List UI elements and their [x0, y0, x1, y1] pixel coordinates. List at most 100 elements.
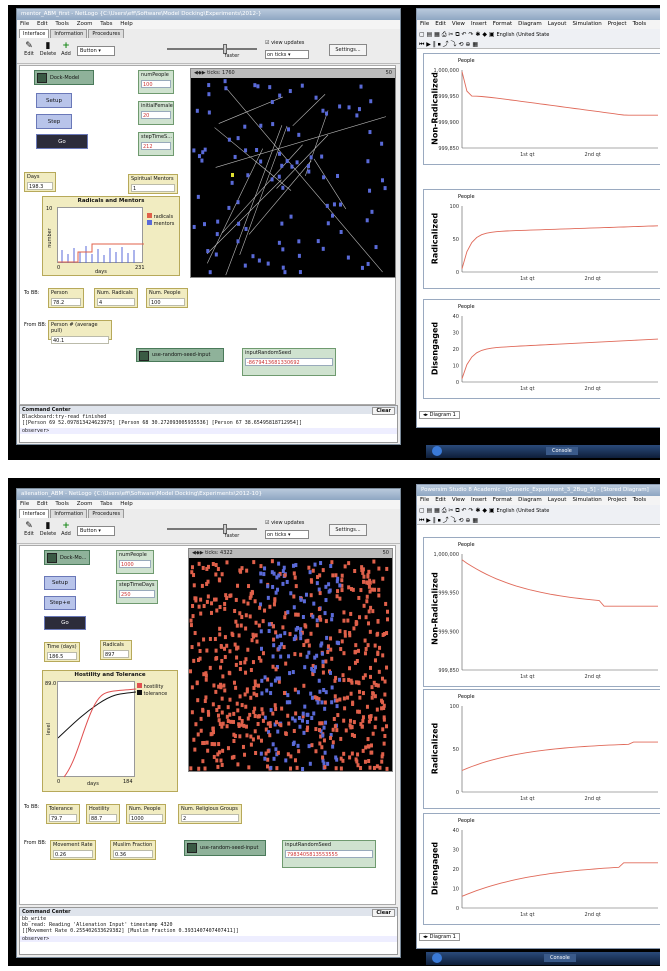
- use-seed-switch[interactable]: use-random-seed-input: [136, 348, 224, 362]
- delete-tool[interactable]: ▮ Delete: [39, 41, 57, 57]
- menu-tabs[interactable]: Tabs: [100, 21, 113, 27]
- dock-model-switch[interactable]: Dock-Mo...: [44, 550, 90, 565]
- world-view[interactable]: ◀◆▶ ticks: 4322 50: [188, 548, 393, 772]
- run-controls[interactable]: ⏮ ▶ ‖ ⏹ ⤴ ⤵ ⟲ ⊕ ▦: [419, 517, 478, 524]
- setup-button[interactable]: Setup: [44, 576, 76, 590]
- widget-type-select[interactable]: Button ▾: [77, 526, 115, 536]
- menu-format[interactable]: Format: [492, 21, 513, 27]
- tab-procedures[interactable]: Procedures: [88, 509, 125, 518]
- step-button[interactable]: Step+e: [44, 596, 76, 610]
- slider-num-people[interactable]: numPeople 100: [138, 70, 174, 94]
- menu-help[interactable]: Help: [120, 501, 133, 507]
- menu-file[interactable]: File: [420, 497, 430, 503]
- menu-file[interactable]: File: [420, 21, 430, 27]
- menu-simulation[interactable]: Simulation: [572, 21, 602, 27]
- agent: [206, 748, 210, 753]
- use-seed-switch[interactable]: use-random-seed-input: [184, 840, 266, 856]
- menu-file[interactable]: File: [20, 501, 30, 507]
- agent: [272, 637, 276, 642]
- input-value[interactable]: -8679413681330692: [245, 358, 333, 366]
- menu-tools[interactable]: Tools: [632, 21, 647, 27]
- tab-interface[interactable]: Interface: [19, 29, 50, 38]
- slider-step-time[interactable]: stepTimeS... 212: [138, 132, 174, 156]
- console-task[interactable]: Console: [546, 447, 578, 455]
- add-tool[interactable]: + Add: [59, 41, 73, 57]
- observer-prompt[interactable]: observer>: [20, 936, 397, 942]
- tab-interface[interactable]: Interface: [19, 509, 50, 518]
- random-seed-input[interactable]: inputRandomSeed -8679413681330692: [242, 348, 336, 376]
- slider-step-time-days[interactable]: stepTimeDays 250: [116, 580, 158, 604]
- console-task[interactable]: Console: [544, 954, 576, 962]
- clear-button[interactable]: Clear: [372, 407, 395, 415]
- menu-tools[interactable]: Tools: [55, 501, 69, 507]
- menu-project[interactable]: Project: [607, 21, 627, 27]
- world-view[interactable]: ◀◆▶ ticks: 1760 50: [190, 68, 396, 278]
- agent: [354, 680, 358, 685]
- menu-edit[interactable]: Edit: [36, 21, 48, 27]
- tab-procedures[interactable]: Procedures: [88, 29, 125, 38]
- speed-slider[interactable]: [167, 524, 257, 534]
- edit-tool[interactable]: ✎ Edit: [21, 521, 37, 537]
- menu-insert[interactable]: Insert: [470, 21, 487, 27]
- observer-prompt[interactable]: observer>: [20, 428, 397, 434]
- toolbar-icons[interactable]: ▢ ▤ ▦ ⎙ ✂ ⧉ ↶ ↷ ✱ ◆ ▣ English (United St…: [419, 31, 550, 38]
- menu-tools[interactable]: Tools: [55, 21, 69, 27]
- dock-model-switch[interactable]: Dock-Model: [34, 70, 94, 85]
- language-select[interactable]: English (United State: [496, 32, 550, 38]
- start-orb-icon[interactable]: [432, 953, 442, 963]
- step-button[interactable]: Step: [36, 114, 72, 129]
- menu-edit[interactable]: Edit: [435, 21, 446, 27]
- agent: [195, 108, 199, 113]
- diagram-tab[interactable]: ◂▸ Diagram 1: [419, 411, 460, 419]
- toolbar-icons[interactable]: ▢ ▤ ▦ ⎙ ✂ ⧉ ↶ ↷ ✱ ◆ ▣ English (United St…: [419, 507, 550, 514]
- edit-tool[interactable]: ✎ Edit: [21, 41, 37, 57]
- menu-help[interactable]: Help: [120, 21, 133, 27]
- tab-information[interactable]: Information: [50, 29, 88, 38]
- random-seed-input[interactable]: inputRandomSeed 7983405813553555: [282, 840, 376, 868]
- menu-file[interactable]: File: [20, 21, 30, 27]
- settings-button[interactable]: Settings...: [329, 44, 367, 56]
- menu-format[interactable]: Format: [492, 497, 513, 503]
- view-updates-checkbox[interactable]: ☑ view updates: [265, 40, 304, 46]
- delete-tool[interactable]: ▮ Delete: [39, 521, 57, 537]
- view-arrows-icon[interactable]: ◀◆▶: [192, 550, 204, 556]
- add-tool[interactable]: + Add: [59, 521, 73, 537]
- settings-button[interactable]: Settings...: [329, 524, 367, 536]
- menu-edit[interactable]: Edit: [36, 501, 48, 507]
- go-button[interactable]: Go: [36, 134, 88, 149]
- menu-tools[interactable]: Tools: [632, 497, 647, 503]
- slider-num-people[interactable]: numPeople 1000: [116, 550, 154, 574]
- speed-thumb[interactable]: [223, 524, 227, 534]
- menu-tabs[interactable]: Tabs: [100, 501, 113, 507]
- menu-diagram[interactable]: Diagram: [518, 497, 542, 503]
- language-select[interactable]: English (United State: [496, 508, 550, 514]
- clear-button[interactable]: Clear: [372, 909, 395, 917]
- speed-slider[interactable]: [167, 44, 257, 54]
- menu-insert[interactable]: Insert: [470, 497, 487, 503]
- start-orb-icon[interactable]: [432, 446, 442, 456]
- tab-information[interactable]: Information: [50, 509, 88, 518]
- menu-layout[interactable]: Layout: [547, 497, 567, 503]
- menu-view[interactable]: View: [451, 497, 465, 503]
- widget-type-select[interactable]: Button ▾: [77, 46, 115, 56]
- update-mode-select[interactable]: on ticks ▾: [265, 530, 309, 539]
- menu-diagram[interactable]: Diagram: [518, 21, 542, 27]
- menu-project[interactable]: Project: [607, 497, 627, 503]
- view-arrows-icon[interactable]: ◀◆▶: [194, 70, 206, 76]
- input-value[interactable]: 7983405813553555: [285, 850, 373, 858]
- menu-layout[interactable]: Layout: [547, 21, 567, 27]
- menu-zoom[interactable]: Zoom: [76, 21, 93, 27]
- slider-label: stepTimeS...: [141, 134, 172, 140]
- diagram-tab[interactable]: ◂▸ Diagram 1: [419, 933, 460, 941]
- view-updates-checkbox[interactable]: ☑ view updates: [265, 520, 304, 526]
- menu-zoom[interactable]: Zoom: [76, 501, 93, 507]
- update-mode-select[interactable]: on ticks ▾: [265, 50, 309, 59]
- setup-button[interactable]: Setup: [36, 93, 72, 108]
- menu-simulation[interactable]: Simulation: [572, 497, 602, 503]
- speed-thumb[interactable]: [223, 44, 227, 54]
- go-button[interactable]: Go: [44, 616, 86, 630]
- menu-view[interactable]: View: [451, 21, 465, 27]
- slider-initial-female[interactable]: initialFemale 20: [138, 101, 174, 125]
- run-controls[interactable]: ⏮ ▶ ‖ ⏹ ⤴ ⤵ ⟲ ⊕ ▦: [419, 41, 478, 48]
- menu-edit[interactable]: Edit: [435, 497, 446, 503]
